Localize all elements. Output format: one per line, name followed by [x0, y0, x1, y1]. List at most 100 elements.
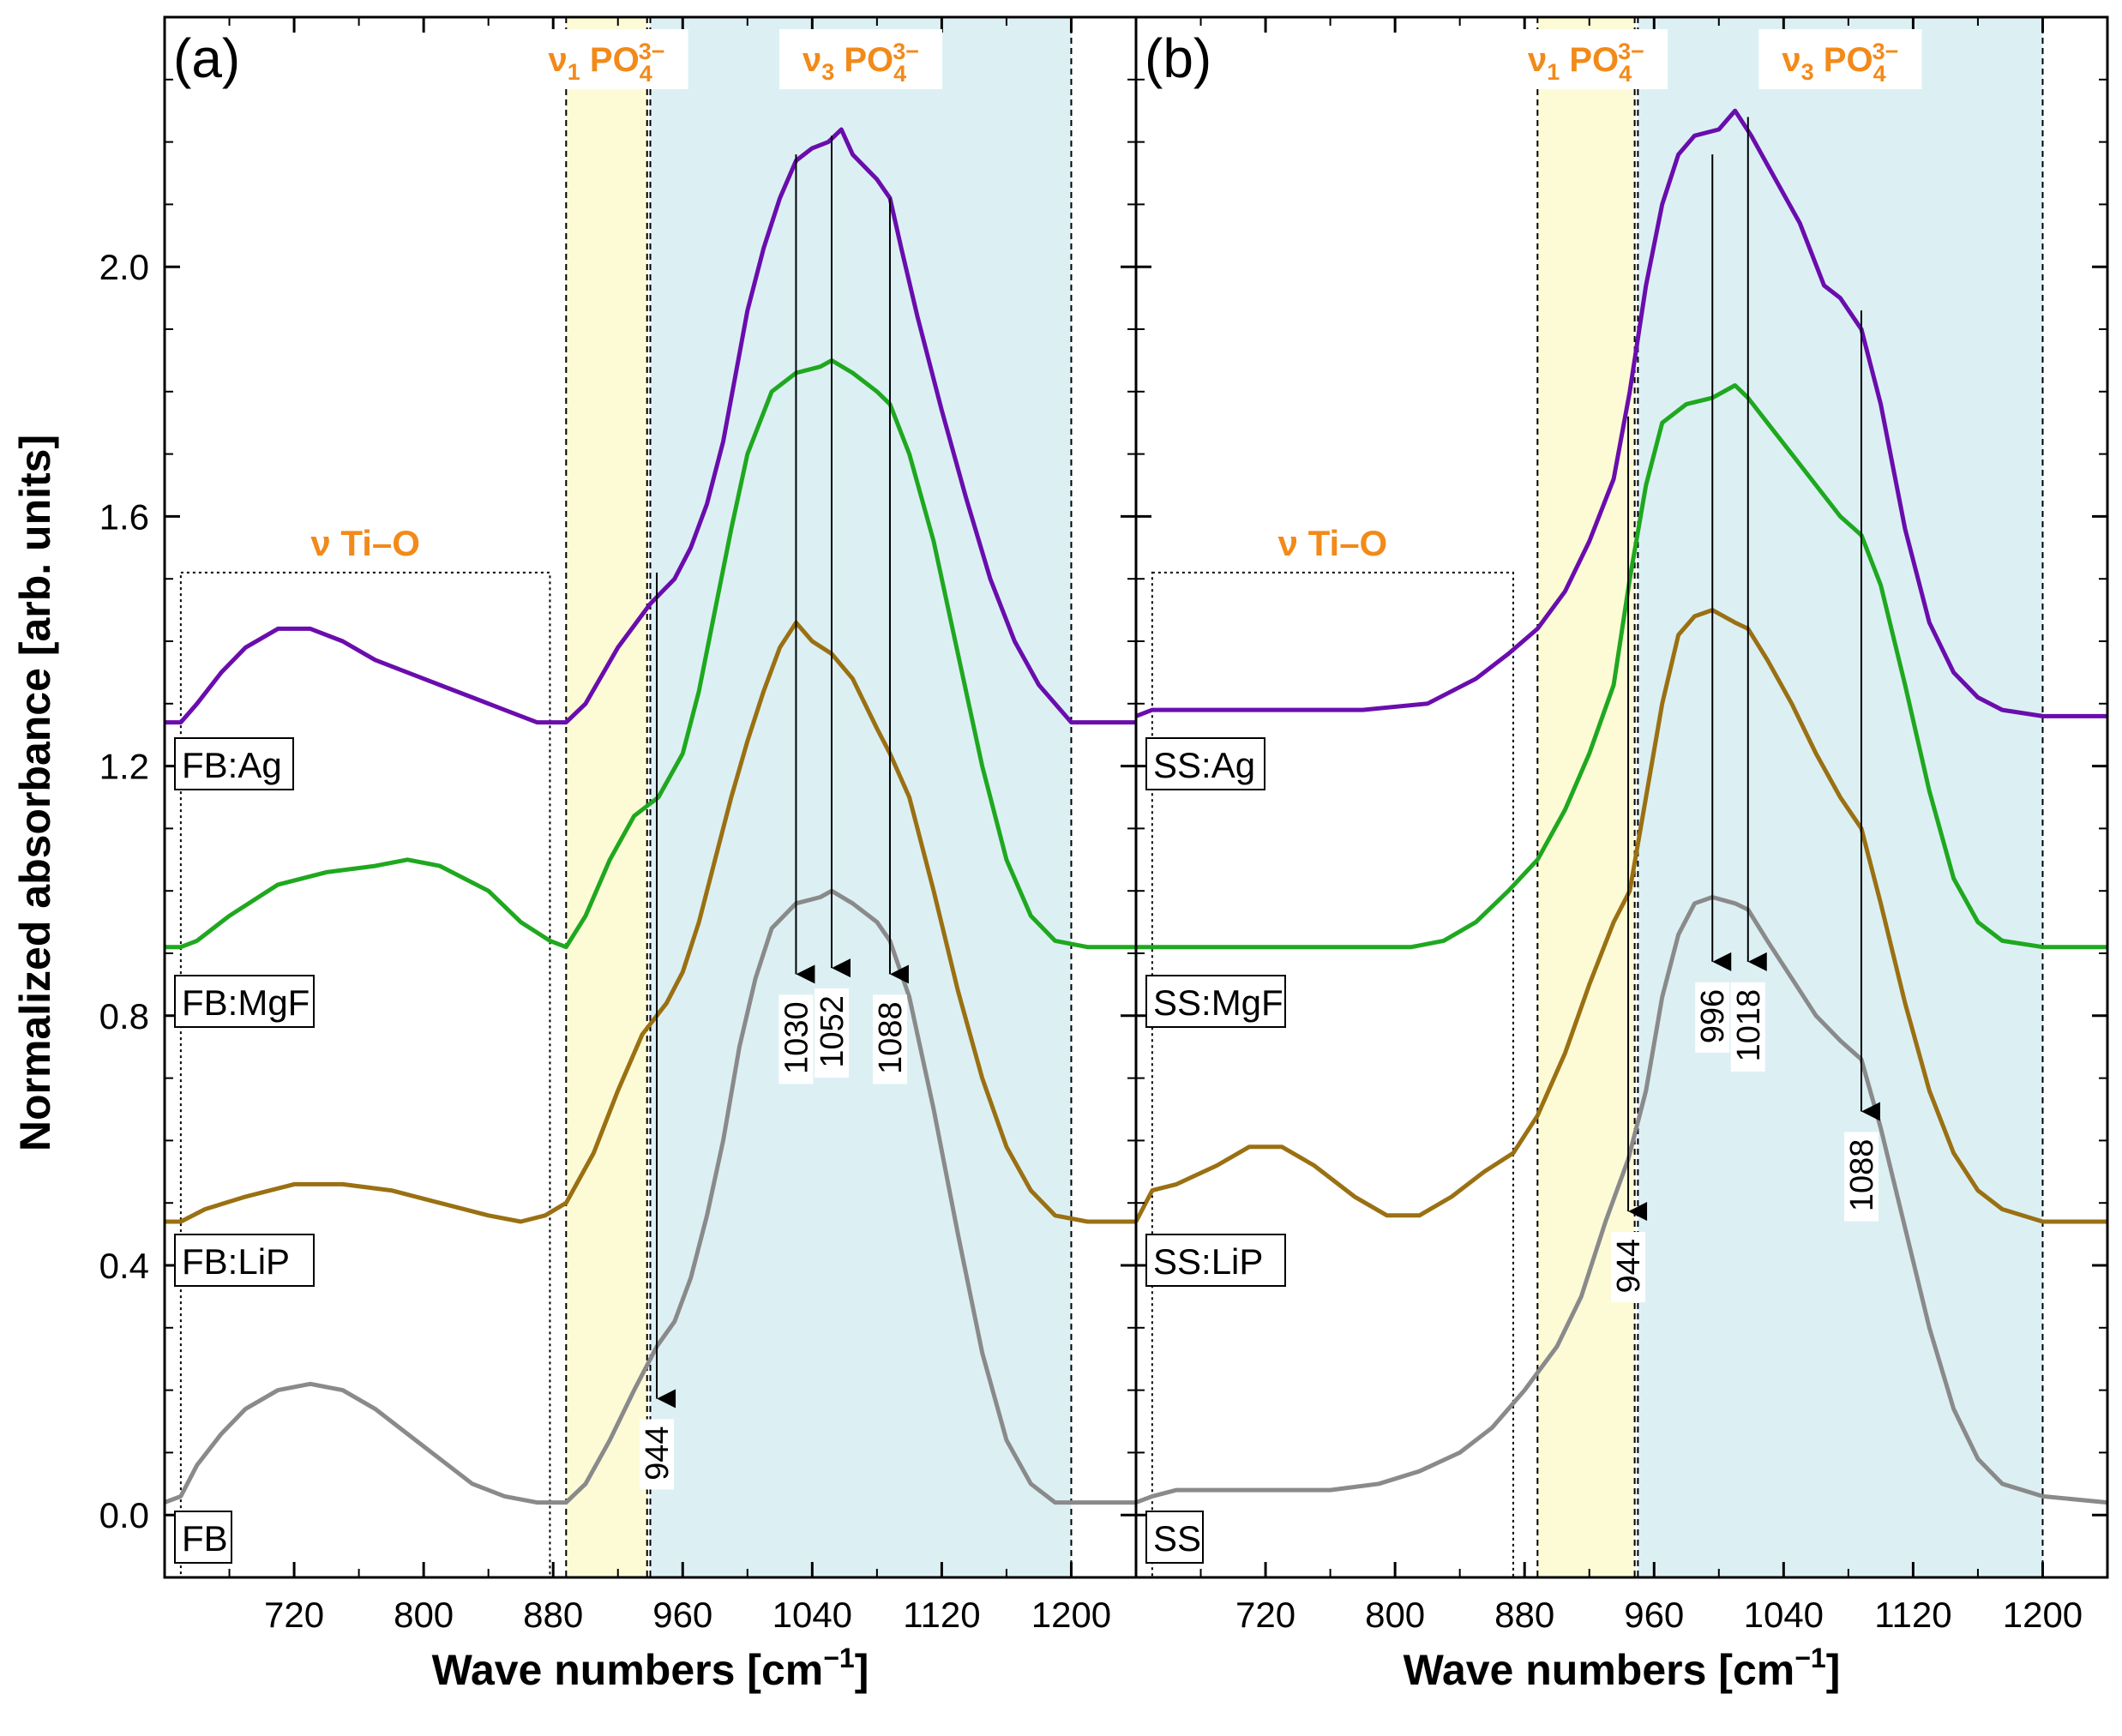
peak-label-1052: 1052 [815, 995, 851, 1068]
sample-label-ss-lip: SS:LiP [1153, 1241, 1263, 1282]
series-line-fb-lip [165, 620, 1136, 1224]
band-v1-region [1537, 17, 1635, 1577]
panel-label: (a) [173, 27, 240, 89]
plot-area: 944 1030 1052 1088 [165, 17, 1136, 1577]
sample-label-fb-ag: FB:Ag [182, 745, 282, 785]
peak-label-944: 944 [640, 1426, 676, 1480]
series-line-ss-mgf [1136, 383, 2107, 950]
peak-label-bg [1611, 1232, 1646, 1303]
band-v3-label-species: PO [834, 41, 893, 79]
plot-area: 944 996 1018 1088 [1136, 17, 2107, 1577]
peak-label-bg [640, 1419, 675, 1490]
sample-label-box [174, 975, 315, 1028]
x-tick-label: 1200 [1031, 1595, 1111, 1635]
x-axis-title: Wave numbers [cm−1] [1404, 1643, 1841, 1694]
sample-label-box [1145, 1511, 1204, 1564]
band-v1-label-sup: 3− [1618, 39, 1644, 64]
sample-label-group: FB:Ag [174, 737, 294, 790]
x-tick-label: 800 [1365, 1595, 1425, 1635]
y-axis-title-group: Normalized absorbance [arb. units] [11, 435, 59, 1151]
ti-o-region-box [179, 571, 551, 1577]
band-v1-label: ν1 PO43− [549, 39, 665, 87]
peak-label-996: 996 [1695, 989, 1731, 1043]
y-tick-label: 0.4 [99, 1246, 149, 1286]
panel-label: (b) [1145, 27, 1211, 89]
sample-label-group: FB:LiP [174, 1234, 315, 1287]
x-axis-title-sup: −1 [1794, 1643, 1825, 1673]
band-v1-label-sub: 1 [1547, 59, 1560, 85]
x-tick-label: 960 [1624, 1595, 1684, 1635]
y-tick-label: 1.2 [99, 747, 149, 787]
sample-label-box [174, 1234, 315, 1287]
band-v1-label-sub: 1 [568, 59, 580, 85]
peak-label-1030: 1030 [778, 1001, 815, 1074]
sample-label-fb-mgf: FB:MgF [182, 982, 310, 1023]
sample-label-box [1145, 737, 1265, 790]
series-line-fb-mgf [165, 357, 1136, 950]
peak-label-1088: 1088 [873, 1001, 909, 1074]
sample-label-box [174, 1511, 232, 1564]
band-v3-label-sub: 3 [821, 59, 834, 85]
band-v1-label-group: ν1 PO43− [1504, 29, 1668, 89]
band-v3-label-group: ν3 PO43− [778, 29, 942, 89]
x-axis-title-sup: −1 [823, 1643, 854, 1673]
sample-label-group: SS:Ag [1145, 737, 1265, 790]
band-v1-label-group: ν1 PO43− [525, 29, 688, 89]
band-v3-label-species: PO [1814, 41, 1873, 79]
x-tick-label: 880 [523, 1595, 583, 1635]
y-tick-label: 1.6 [99, 496, 149, 537]
sample-label-ss-ag: SS:Ag [1153, 745, 1255, 785]
x-tick-label: 800 [394, 1595, 454, 1635]
sample-label-fb-lip: FB:LiP [182, 1241, 290, 1282]
peak-label-bg [1695, 982, 1730, 1053]
sample-label-group: SS:MgF [1145, 975, 1286, 1028]
sample-label-group: FB [174, 1511, 232, 1564]
band-v3-label-nu: ν [803, 41, 821, 79]
peak-label-944: 944 [1611, 1239, 1647, 1293]
band-v3-label-sup: 3− [893, 39, 919, 64]
peak-label-group: 944 [1611, 1232, 1647, 1303]
sample-label-group: SS [1145, 1511, 1204, 1564]
band-v3-region [650, 17, 1072, 1577]
sample-label-group: FB:MgF [174, 975, 315, 1028]
band-v3-label-bg [778, 29, 942, 89]
x-tick-label: 1040 [1744, 1595, 1824, 1635]
plot-frame [1134, 15, 2109, 1579]
sample-label-ss: SS [1153, 1518, 1201, 1559]
x-tick-label: 720 [264, 1595, 324, 1635]
y-tick-label: 2.0 [99, 247, 149, 287]
x-tick-label: 1200 [2003, 1595, 2083, 1635]
x-axis-title-main: Wave numbers [cm [432, 1646, 824, 1694]
band-v3-label: ν3 PO43− [1782, 39, 1898, 87]
peak-label-group: 1088 [1843, 1132, 1880, 1222]
x-axis-title: Wave numbers [cm−1] [432, 1643, 869, 1694]
band-v3-label-group: ν3 PO43− [1758, 29, 1922, 89]
ti-o-region-box [1151, 571, 1514, 1577]
x-tick-label: 1120 [1874, 1595, 1951, 1635]
x-axis-title-end: ] [1826, 1646, 1841, 1694]
band-v1-region [566, 17, 647, 1577]
sample-label-ss-mgf: SS:MgF [1153, 982, 1283, 1023]
peak-label-bg [1843, 1132, 1879, 1222]
sample-label-fb: FB [182, 1518, 228, 1559]
band-v1-label: ν1 PO43− [1528, 39, 1644, 87]
band-v1-label-species: PO [1560, 41, 1619, 79]
peak-label-1018: 1018 [1731, 989, 1767, 1062]
x-tick-label: 1120 [903, 1595, 980, 1635]
series-line-ss [1136, 895, 2107, 1505]
x-axis-title-main: Wave numbers [cm [1404, 1646, 1795, 1694]
band-v3-label: ν3 PO43− [803, 39, 919, 87]
band-v3-label-sub: 3 [1801, 59, 1814, 85]
band-v1-label-nu: ν [549, 41, 568, 79]
sample-label-box [1145, 975, 1286, 1028]
y-tick-label: 0.8 [99, 996, 149, 1036]
series-line-fb-ag [165, 127, 1136, 725]
sample-label-box [174, 737, 294, 790]
peak-label-group: 996 [1695, 982, 1731, 1053]
series-line-ss-ag [1136, 108, 2107, 718]
ti-o-label: ν Ti–O [310, 523, 420, 563]
series-line-ss-lip [1136, 608, 2107, 1224]
x-tick-label: 880 [1494, 1595, 1554, 1635]
peak-label-bg [778, 994, 814, 1084]
peak-label-group: 944 [640, 1419, 676, 1490]
